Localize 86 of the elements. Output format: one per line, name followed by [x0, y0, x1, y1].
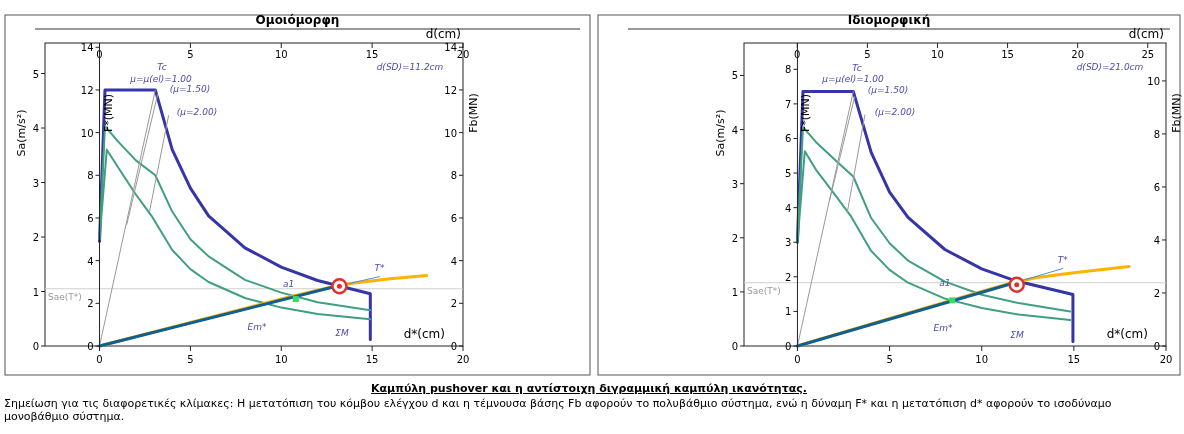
- annotation: Tc: [157, 62, 167, 72]
- annotation: d(SD)=11.2cm: [376, 62, 444, 72]
- x-tick-label: 10: [975, 354, 989, 365]
- y3-tick-label: 4: [32, 123, 39, 135]
- chart-title: Ομοιόμορφη: [255, 13, 340, 27]
- annotation: (μ=1.50): [867, 85, 909, 95]
- annotation: Em*: [933, 323, 953, 333]
- y-tick-label: 2: [785, 271, 792, 283]
- y-tick-label: 4: [785, 202, 792, 214]
- y3-tick-label: 0: [32, 341, 39, 352]
- text: Σημείωση για τις διαφορετικές κλίμακες: Η μετατόπιση του κόμβου ελέγχου d και η τέμνουσα βάσης Fb αφορούν το πολυβάθμιο σύστημα, ενώ η δύναμη F* και η μετατόπιση d* αφορούν το ισοδύναμο μονοβάθμιο σύστημα.: [4, 397, 1113, 423]
- x2-axis-title: d(cm): [425, 27, 461, 41]
- y-axis-title: F*(MN): [101, 93, 115, 133]
- y2-tick-label: 0: [1153, 341, 1160, 352]
- y2-tick-label: 4: [1153, 234, 1160, 246]
- y-tick-label: 10: [80, 127, 94, 139]
- y3-tick-label: 5: [731, 70, 738, 82]
- y-tick-label: 12: [80, 84, 94, 96]
- annotation: a1: [282, 278, 295, 289]
- x-tick-label: 5: [886, 354, 893, 365]
- annotation: (μ=1.50): [169, 84, 211, 94]
- annotation: T*: [374, 262, 385, 273]
- y2-tick-label: 6: [1153, 181, 1160, 193]
- y3-axis-title: Sa(m/s²): [15, 109, 28, 157]
- x-tick-label: 5: [187, 49, 194, 60]
- y-tick-label: 1: [785, 306, 792, 318]
- y-tick-label: 4: [87, 255, 94, 267]
- ref-line-label: Sae(T*): [747, 285, 781, 296]
- x-tick-label: 20: [1159, 354, 1173, 365]
- y2-tick-label: 12: [444, 84, 457, 96]
- x-tick-label: 0: [794, 354, 801, 365]
- annotation: (μ=2.00): [874, 107, 916, 117]
- annotation: ΣM: [335, 328, 349, 338]
- x-axis-title: d*(cm): [1106, 327, 1148, 341]
- y2-tick-label: 4: [450, 255, 457, 267]
- y3-tick-label: 5: [32, 68, 39, 80]
- text: Καμπύλη pushover και η αντίστοιχη διγραμμική καμπύλη ικανότητας.: [370, 382, 808, 395]
- y-tick-label: 0: [785, 341, 792, 352]
- y3-tick-label: 2: [731, 232, 738, 244]
- annotation: Em*: [247, 322, 267, 332]
- y2-axis-title: Fb(MN): [467, 93, 480, 133]
- y-tick-label: 3: [785, 237, 792, 249]
- y2-tick-label: 8: [1153, 128, 1160, 140]
- x-tick-label: 15: [1067, 354, 1081, 365]
- chart-title: Ιδιομορφική: [847, 13, 931, 27]
- annotation: Tc: [852, 63, 862, 73]
- annotation: T*: [1057, 254, 1069, 265]
- y2-tick-label: 14: [444, 42, 457, 54]
- y-tick-label: 7: [785, 98, 792, 110]
- annotation: (μ=2.00): [176, 107, 218, 117]
- y-axis-title: F*(MN): [799, 93, 813, 133]
- x-axis-title: d*(cm): [403, 327, 445, 341]
- x-tick-label: 15: [365, 49, 379, 60]
- y2-tick-label: 0: [450, 341, 457, 352]
- y2-tick-label: 2: [1153, 287, 1160, 299]
- y-tick-label: 0: [87, 341, 94, 352]
- y-tick-label: 8: [785, 64, 792, 76]
- y-tick-label: 8: [87, 170, 94, 182]
- x2-axis-title: d(cm): [1128, 27, 1164, 41]
- y3-tick-label: 2: [32, 232, 39, 244]
- y2-axis-title: Fb(MN): [1170, 93, 1183, 133]
- x2-tick-label: 25: [1141, 49, 1155, 60]
- annotation: μ=μ(el)=1.00: [821, 74, 885, 84]
- y2-tick-label: 6: [450, 212, 457, 224]
- y3-tick-label: 4: [731, 124, 738, 136]
- y-tick-label: 14: [80, 42, 94, 54]
- y-tick-label: 5: [785, 168, 792, 180]
- y2-tick-label: 10: [1147, 75, 1160, 87]
- y3-tick-label: 0: [731, 341, 738, 352]
- ref-line-label: Sae(T*): [48, 291, 82, 302]
- y3-tick-label: 1: [731, 286, 738, 298]
- y3-axis-title: Sa(m/s²): [714, 109, 727, 157]
- y-tick-label: 6: [87, 212, 94, 224]
- y-tick-label: 6: [785, 133, 792, 145]
- x-tick-label: 10: [274, 49, 288, 60]
- y2-tick-label: 8: [450, 170, 457, 182]
- y3-tick-label: 3: [32, 177, 39, 189]
- annotation: μ=μ(el)=1.00: [129, 74, 193, 84]
- y2-tick-label: 10: [444, 127, 457, 139]
- y3-tick-label: 3: [731, 178, 738, 190]
- y3-tick-label: 1: [32, 286, 39, 298]
- y-tick-label: 2: [87, 298, 94, 310]
- annotation: d(SD)=21.0cm: [1076, 62, 1144, 72]
- x-tick-label: 20: [456, 49, 470, 60]
- annotation: ΣM: [1010, 330, 1024, 340]
- y2-tick-label: 2: [450, 298, 457, 310]
